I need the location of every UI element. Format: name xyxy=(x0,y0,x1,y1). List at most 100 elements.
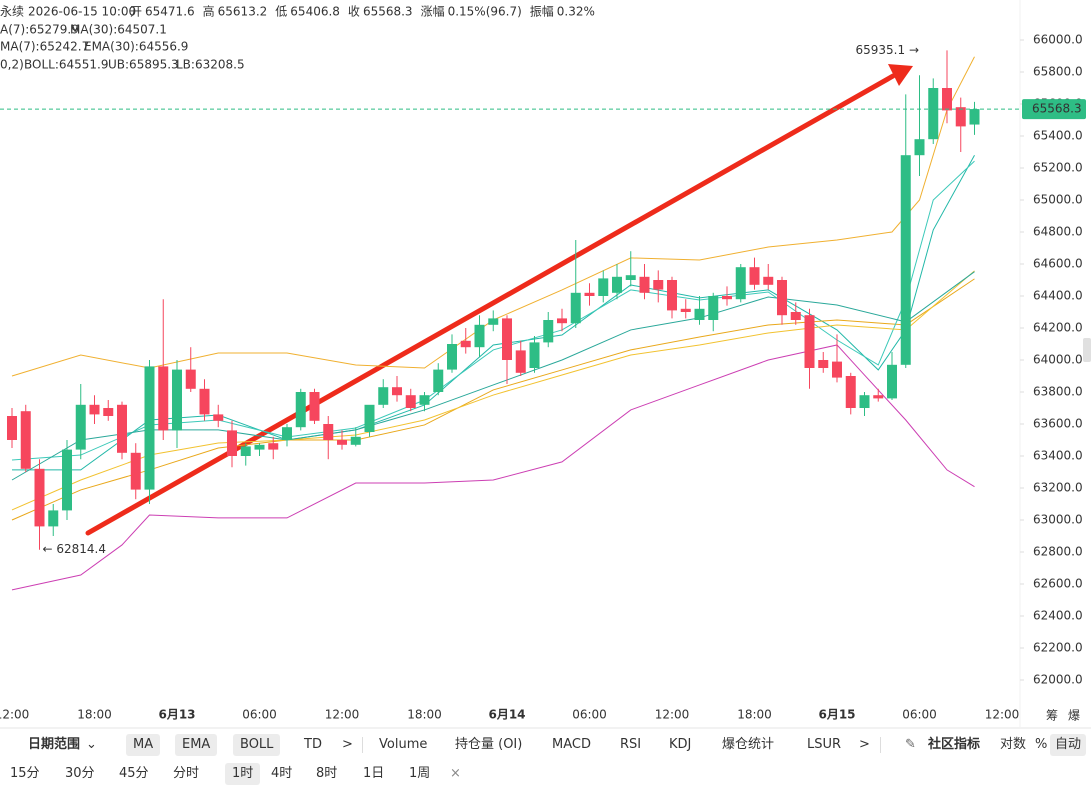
candle-body xyxy=(323,424,334,440)
separator xyxy=(362,737,363,753)
edit-icon[interactable]: ✎ xyxy=(905,737,916,752)
indicator-chip[interactable]: EMA xyxy=(175,734,218,756)
field-label: 振幅 xyxy=(530,4,554,19)
sub-indicator[interactable]: RSI xyxy=(620,737,642,752)
boll-params: 0,2) xyxy=(0,58,24,72)
candle-body xyxy=(818,360,829,368)
y-tick-label: 62800.0 xyxy=(1033,545,1083,559)
sub-indicator[interactable]: Volume xyxy=(379,737,428,752)
candle-body xyxy=(969,109,980,125)
interval[interactable]: 8时 xyxy=(316,766,338,781)
interval[interactable]: 4时 xyxy=(271,766,293,781)
indicator-chip[interactable]: BOLL xyxy=(233,734,281,756)
extreme-label: ← 62814.4 xyxy=(43,542,107,556)
x-tick-label: 6月13 xyxy=(158,708,195,722)
x-tick-label: 18:00 xyxy=(407,708,442,722)
x-tick-label: 6月15 xyxy=(818,708,855,722)
x-tick-label: 12:00 xyxy=(985,708,1020,722)
y-tick-label: 65000.0 xyxy=(1033,193,1083,207)
separator xyxy=(880,737,881,753)
field-label: 开 xyxy=(130,5,142,19)
x-tick-label: 12:00 xyxy=(655,708,690,722)
axis-corner[interactable]: 筹 xyxy=(1046,709,1058,723)
candle-body xyxy=(612,276,622,293)
sub-indicator[interactable]: KDJ xyxy=(669,737,692,752)
y-tick-label: 64400.0 xyxy=(1033,289,1083,303)
candle-body xyxy=(928,88,939,140)
x-tick-label: 06:00 xyxy=(902,708,937,722)
candle-body xyxy=(103,408,114,416)
candle-body xyxy=(887,364,897,399)
dropdown-icon[interactable]: ⌄ xyxy=(86,737,97,752)
y-tick-label: 64800.0 xyxy=(1033,225,1083,239)
sub-indicator[interactable]: LSUR xyxy=(807,737,842,752)
option[interactable]: 自动 xyxy=(1050,734,1087,756)
y-tick-label: 62400.0 xyxy=(1033,609,1083,623)
legend-entry: MA(30):64507.1 xyxy=(70,23,167,37)
date-range[interactable]: 日期范围 xyxy=(28,737,81,752)
more[interactable]: > xyxy=(859,737,870,752)
current-price-box xyxy=(1022,99,1086,120)
side-handle[interactable] xyxy=(1083,338,1091,362)
candle-body xyxy=(75,404,86,450)
interval[interactable]: 45分 xyxy=(119,766,149,781)
sub-indicator[interactable]: 爆仓统计 xyxy=(722,737,775,752)
candle-body xyxy=(790,312,801,320)
indicator[interactable]: TD xyxy=(304,737,322,752)
candle-body xyxy=(295,392,306,428)
legend-entry: LB:63208.5 xyxy=(176,58,245,72)
candle-body xyxy=(777,280,787,316)
sub-indicator[interactable]: MACD xyxy=(552,737,591,752)
indicator-chip[interactable]: MA xyxy=(126,734,161,756)
candle-body xyxy=(447,344,457,370)
x-tick-label: 12:00 xyxy=(0,708,29,722)
field-value: 65406.8 xyxy=(290,5,340,19)
candle-body xyxy=(392,387,402,396)
candle-body xyxy=(625,275,636,280)
candle-body xyxy=(763,276,774,285)
interval[interactable]: 分时 xyxy=(173,766,200,781)
candle-body xyxy=(7,416,17,440)
candle-body xyxy=(543,320,554,343)
interval[interactable]: 1时 xyxy=(225,763,261,785)
time: 2026-06-15 10:00 xyxy=(28,5,136,19)
candle-body xyxy=(570,292,581,324)
sub-indicator[interactable]: 持仓量 (OI) xyxy=(455,737,523,752)
x-tick-label: 12:00 xyxy=(325,708,360,722)
candle-body xyxy=(240,446,251,456)
interval[interactable]: 15分 xyxy=(10,766,40,781)
field-value: 65613.2 xyxy=(218,5,268,19)
candle-body xyxy=(268,443,279,450)
y-tick-label: 62000.0 xyxy=(1033,673,1083,687)
candle-body xyxy=(185,369,196,389)
candle-body xyxy=(900,155,911,365)
option[interactable]: % xyxy=(1035,737,1048,752)
interval[interactable]: 30分 xyxy=(65,766,95,781)
field-label: 低 xyxy=(275,5,287,19)
candle-body xyxy=(20,411,31,469)
y-tick-label: 64000.0 xyxy=(1033,353,1083,367)
candle-body xyxy=(515,350,526,373)
option[interactable]: 对数 xyxy=(1000,737,1027,752)
y-tick-label: 65200.0 xyxy=(1033,161,1083,175)
symbol: 永续 xyxy=(0,5,24,19)
indicator-line xyxy=(11,344,975,591)
axis-corner[interactable]: 爆 xyxy=(1068,709,1080,723)
candle-body xyxy=(199,388,210,415)
legend-entry: BOLL:64551.9 xyxy=(24,58,109,72)
candle-body xyxy=(158,366,169,431)
candle-body xyxy=(832,361,842,378)
current-price-label: 65568.3 xyxy=(1032,102,1082,116)
candle-body xyxy=(914,139,925,156)
candle-body xyxy=(694,308,705,320)
extreme-label: 65935.1 → xyxy=(856,43,920,57)
candle-body xyxy=(89,404,100,415)
candle-body xyxy=(708,296,719,320)
interval[interactable]: 1周 xyxy=(409,766,431,781)
candle-body xyxy=(117,404,127,453)
field-label: 高 xyxy=(203,4,215,19)
interval[interactable]: 1日 xyxy=(363,766,385,781)
close-button[interactable]: × xyxy=(450,766,461,781)
community-indicators[interactable]: 社区指标 xyxy=(928,737,981,752)
more[interactable]: > xyxy=(342,737,353,752)
